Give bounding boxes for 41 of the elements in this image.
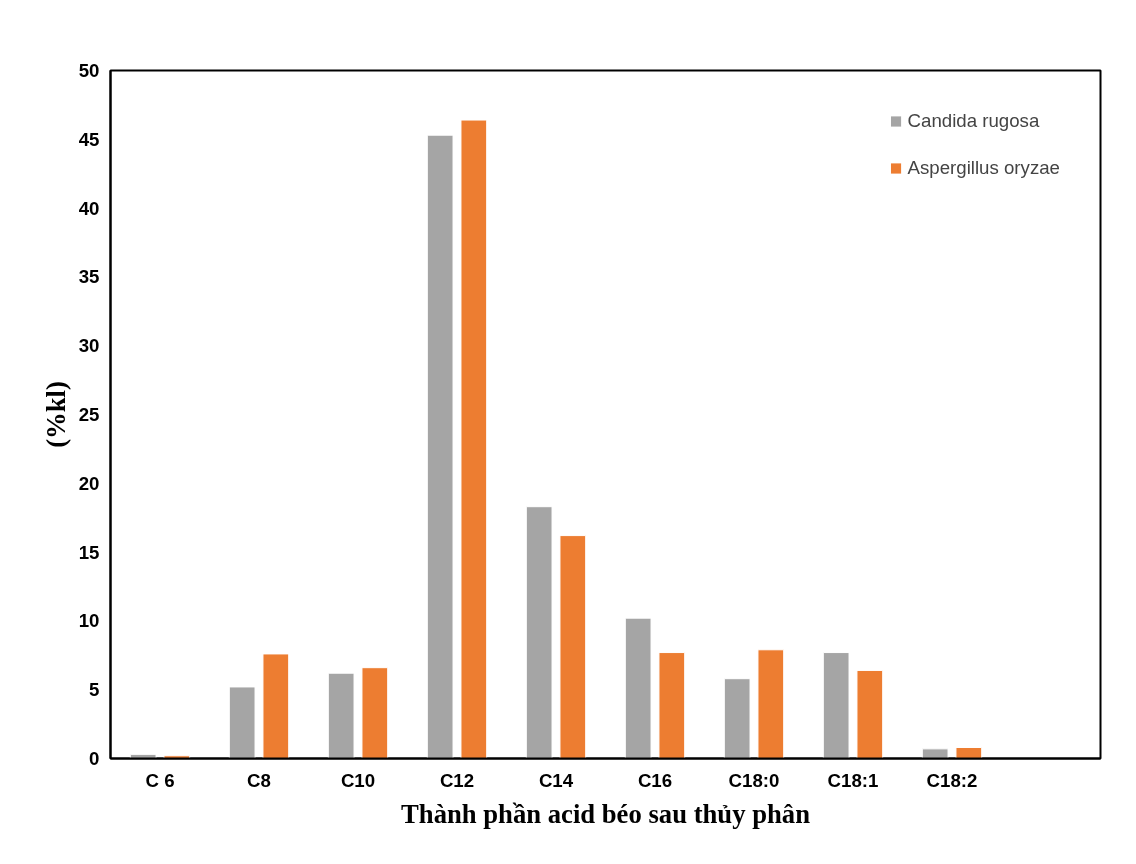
x-tick-label: C8 (247, 769, 271, 791)
bar (525, 506, 553, 759)
y-tick-label: 25 (78, 404, 100, 425)
x-tick-label: C12 (439, 769, 475, 791)
x-tick-label: C16 (637, 769, 673, 791)
x-tick-label: C18:0 (728, 769, 780, 791)
bar (757, 649, 785, 759)
bar (327, 672, 355, 759)
y-tick-label: 35 (78, 266, 100, 288)
x-tick-label: C18:1 (827, 769, 879, 791)
y-tick-label: 50 (78, 60, 100, 81)
bar (460, 119, 488, 759)
y-tick-label: 45 (78, 128, 100, 150)
bar (624, 617, 652, 759)
x-tick-label: C 6 (145, 769, 175, 791)
bar (262, 653, 290, 759)
y-tick-label: 5 (89, 679, 100, 701)
bar (921, 748, 949, 759)
x-tick-label: C14 (538, 769, 574, 791)
bar (856, 669, 884, 759)
x-axis-title: Thành phần acid béo sau thủy phân (401, 798, 811, 829)
legend-label: Aspergillus oryzae (907, 157, 1060, 179)
y-tick-label: 30 (78, 335, 100, 357)
bar (955, 746, 983, 759)
y-tick-label: 15 (78, 541, 100, 563)
y-tick-label: 10 (78, 610, 100, 632)
x-tick-label: C10 (340, 769, 376, 791)
bar (723, 678, 751, 759)
y-tick-label: 0 (89, 748, 100, 769)
y-tick-label: 40 (78, 197, 100, 219)
bar (822, 652, 850, 759)
bar (426, 134, 454, 759)
bar (361, 667, 389, 759)
bar (658, 652, 686, 759)
x-tick-label: C18:2 (926, 769, 978, 791)
legend-label: Candida rugosa (907, 110, 1040, 132)
y-tick-label: 20 (78, 472, 100, 494)
bar (228, 686, 256, 759)
bar (559, 535, 587, 759)
y-axis-title: (%kl) (40, 381, 71, 448)
bar (163, 755, 191, 759)
